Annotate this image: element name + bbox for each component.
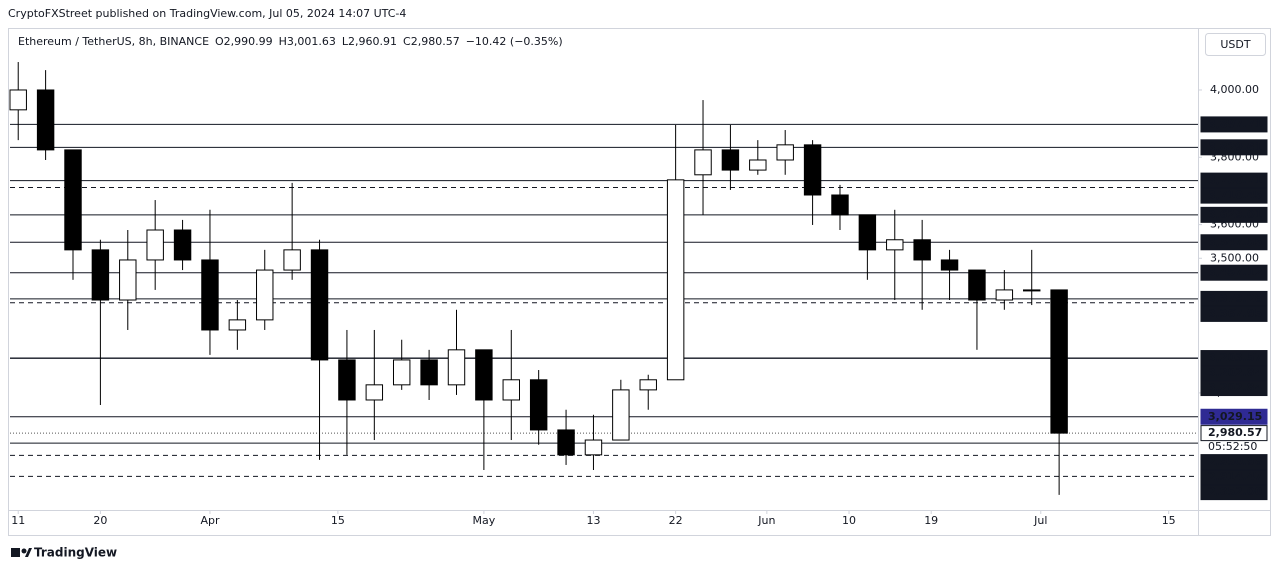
x-tick-label: 22	[669, 514, 683, 527]
candle-body	[420, 359, 438, 386]
candle-body	[146, 229, 164, 261]
ohlc-value: −10.42 (−0.35%)	[466, 35, 563, 48]
ohlc-value: O2,990.99	[215, 35, 273, 48]
ohlc-value: L2,960.91	[342, 35, 397, 48]
price-label-bg	[1200, 234, 1268, 251]
candle-body	[749, 159, 767, 171]
price-label: 2,914.47	[1208, 470, 1262, 483]
candle-body	[173, 229, 192, 261]
price-label: 3,547.55	[1208, 235, 1262, 248]
candle-body	[557, 429, 575, 456]
candle-body	[502, 379, 520, 401]
price-label-bg	[1200, 206, 1268, 223]
price-label: 3,629.01	[1208, 208, 1262, 221]
price-label: 3,379.28	[1208, 292, 1262, 305]
candle-body	[776, 144, 794, 161]
price-label: 3,829.61	[1208, 140, 1262, 153]
countdown: 05:52:50	[1208, 440, 1257, 453]
candle-body	[64, 149, 82, 251]
candle-body	[9, 89, 27, 111]
price-label: 3,202.84	[1208, 381, 1263, 394]
candle-body	[1050, 289, 1068, 434]
candle-body	[36, 89, 55, 151]
price-label: 3,029.15	[1208, 410, 1262, 423]
x-tick-label: 20	[93, 514, 107, 527]
x-tick-label: 13	[586, 514, 600, 527]
candle-body	[940, 259, 959, 271]
candle-body	[228, 319, 247, 331]
price-label-bg	[1200, 380, 1268, 397]
candle-body	[310, 249, 329, 361]
candle-body	[639, 379, 657, 391]
candle-body	[475, 349, 493, 401]
price-label-bg	[1200, 408, 1268, 425]
candle-body	[858, 214, 877, 251]
chart-frame	[8, 28, 1271, 536]
candle-body	[392, 359, 411, 386]
candle-body	[666, 179, 685, 381]
price-label-bg	[1200, 139, 1268, 156]
candle-body	[995, 289, 1014, 301]
ohlc-legend: O2,990.99 H3,001.63 L2,960.91 C2,980.57 −10.…	[215, 35, 563, 48]
candle-body	[529, 379, 548, 431]
x-tick-label: 15	[331, 514, 345, 527]
price-label-bg	[1200, 264, 1268, 281]
candle-body	[201, 259, 219, 331]
x-tick-label: 11	[11, 514, 25, 527]
x-tick-label: Apr	[200, 514, 220, 527]
candle-body	[119, 259, 137, 301]
price-label: 3,710.45	[1208, 189, 1262, 202]
x-tick-label: 15	[1162, 514, 1176, 527]
candle-body	[365, 384, 384, 401]
candle-body	[803, 144, 822, 196]
currency-button[interactable]	[1205, 33, 1266, 56]
candle-body	[338, 359, 356, 401]
candle-body	[1023, 289, 1041, 292]
price-label-bg	[1200, 305, 1268, 322]
price-label-bg	[1200, 116, 1268, 133]
price-label: 2,950.98	[1208, 455, 1262, 468]
price-label: 3,203.57	[1208, 351, 1262, 364]
price-label-bg	[1200, 425, 1268, 442]
y-tick-label: 3,500.00	[1210, 251, 1259, 264]
candle-body	[283, 249, 301, 271]
candle-body	[447, 349, 466, 386]
price-label: 3,897.71	[1208, 117, 1262, 130]
candle-body	[91, 249, 110, 301]
ohlc-value: C2,980.57	[403, 35, 460, 48]
candle-body	[694, 149, 712, 176]
x-tick-label: 19	[924, 514, 938, 527]
currency[interactable]: USDT	[1220, 38, 1251, 51]
candle-body	[256, 269, 274, 321]
price-label: 3,457.12	[1208, 266, 1262, 279]
x-tick-label: 10	[842, 514, 856, 527]
price-label: 2,980.57	[1208, 426, 1262, 439]
x-tick-label: Jun	[757, 514, 775, 527]
candle-body	[831, 194, 849, 216]
candle-body	[886, 239, 904, 251]
brand-logo	[11, 548, 32, 557]
y-tick-label: 4,000.00	[1210, 83, 1259, 96]
publisher-line: CryptoFXStreet published on TradingView.…	[8, 7, 406, 20]
price-label: 3,367.95	[1208, 307, 1262, 320]
candle-body	[584, 439, 603, 456]
candle-body	[968, 269, 986, 301]
candle-body	[612, 389, 630, 441]
price-label-bg	[1200, 484, 1268, 501]
price-label-bg	[1200, 187, 1268, 204]
price-label: 3,730.71	[1208, 174, 1262, 187]
x-tick-label: Jul	[1033, 514, 1047, 527]
x-tick-label: May	[473, 514, 496, 527]
brand: TradingView	[34, 546, 117, 560]
price-label: 3,202.84	[1208, 366, 1263, 379]
ohlc-value: H3,001.63	[279, 35, 336, 48]
symbol: Ethereum / TetherUS, 8h, BINANCE	[18, 35, 209, 48]
price-label: 2,852.00	[1208, 485, 1263, 498]
candle-body	[721, 149, 740, 171]
candle-body	[913, 239, 931, 261]
